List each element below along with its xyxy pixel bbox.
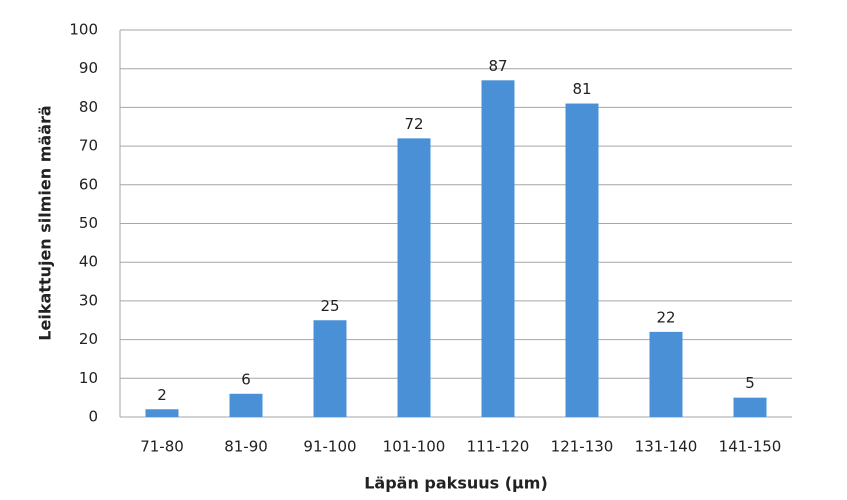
data-label: 5: [745, 374, 755, 392]
x-tick-label: 101-100: [383, 438, 446, 456]
data-label: 81: [572, 80, 591, 98]
data-label: 2: [157, 386, 167, 404]
data-label: 22: [656, 308, 675, 326]
x-tick-label: 141-150: [719, 438, 782, 456]
y-axis-title: Leikattujen silmien määrä: [36, 105, 55, 340]
bar: [565, 103, 599, 417]
data-label: 87: [488, 57, 507, 75]
y-tick-label: 80: [79, 98, 98, 116]
y-tick-label: 50: [79, 214, 98, 232]
x-tick-label: 131-140: [635, 438, 698, 456]
y-tick-label: 10: [79, 369, 98, 387]
y-tick-label: 30: [79, 291, 98, 309]
bar: [229, 393, 263, 417]
data-label: 25: [320, 297, 339, 315]
y-tick-label: 20: [79, 330, 98, 348]
y-tick-label: 100: [69, 21, 98, 39]
bar: [145, 409, 179, 417]
bar: [397, 138, 431, 418]
x-tick-label: 71-80: [140, 438, 184, 456]
bar: [649, 331, 683, 417]
bar: [733, 397, 767, 417]
x-tick-label: 121-130: [551, 438, 614, 456]
y-tick-label: 0: [88, 408, 98, 426]
x-tick-label: 91-100: [303, 438, 356, 456]
y-tick-label: 90: [79, 59, 98, 77]
x-axis-title: Läpän paksuus (µm): [364, 474, 548, 493]
bar: [481, 80, 515, 417]
y-tick-label: 60: [79, 175, 98, 193]
x-tick-label: 111-120: [467, 438, 530, 456]
data-label: 6: [241, 370, 251, 388]
data-label: 72: [404, 115, 423, 133]
y-tick-label: 40: [79, 253, 98, 271]
x-tick-label: 81-90: [224, 438, 268, 456]
y-tick-label: 70: [79, 137, 98, 155]
bar: [313, 320, 347, 417]
